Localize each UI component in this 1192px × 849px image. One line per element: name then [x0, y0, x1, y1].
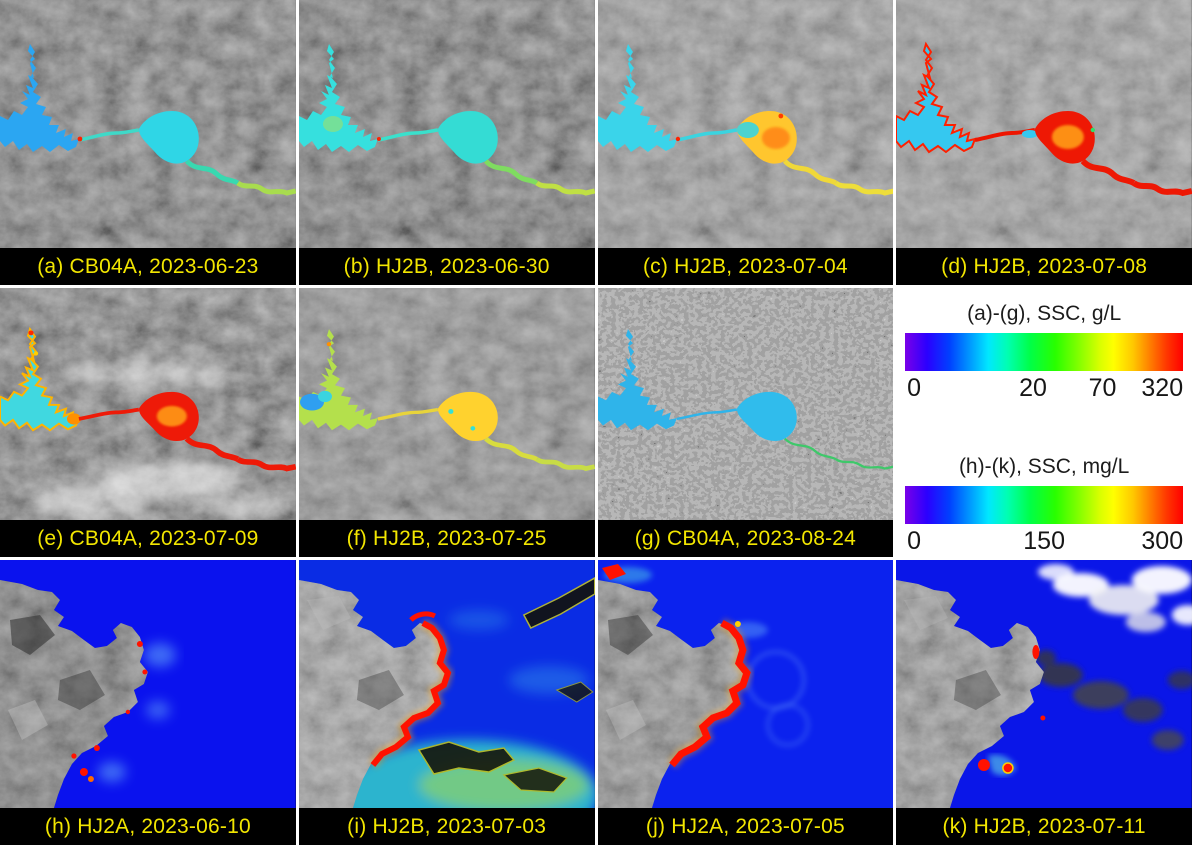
tick-label: 0	[907, 374, 922, 402]
tick-label: 300	[1141, 527, 1184, 555]
water-ssc-map	[298, 329, 595, 468]
tick-label: 150	[1023, 527, 1065, 555]
cloud-shadow-patches	[417, 577, 595, 793]
water-ssc-map	[597, 44, 894, 193]
legend-panel: (a)-(g), SSC, g/L 0 20 70 320 (h)-(k), S…	[896, 288, 1192, 557]
panel-caption-a: (a) CB04A, 2023-06-23	[0, 248, 296, 285]
satellite-image-k	[896, 560, 1192, 808]
sediment-plumes	[97, 643, 176, 782]
coastal-ssc-hotspots	[978, 645, 1046, 776]
dam-point	[77, 136, 83, 142]
legend-title-gl: (a)-(g), SSC, g/L	[967, 302, 1122, 325]
panel-caption-b: (b) HJ2B, 2023-06-30	[298, 248, 595, 285]
panel-f: (f) HJ2B, 2023-07-25	[298, 288, 595, 557]
panel-k: (k) HJ2B, 2023-07-11	[896, 560, 1192, 845]
panel-caption-i: (i) HJ2B, 2023-07-03	[298, 808, 595, 845]
panel-caption-e: (e) CB04A, 2023-07-09	[0, 520, 296, 557]
panel-j: (j) HJ2A, 2023-07-05	[597, 560, 894, 845]
panel-a: (a) CB04A, 2023-06-23	[0, 0, 296, 285]
panel-c: (c) HJ2B, 2023-07-04	[597, 0, 894, 285]
satellite-image-a	[0, 0, 296, 248]
tick-label: 0	[907, 527, 922, 555]
panel-b: (b) HJ2B, 2023-06-30	[298, 0, 595, 285]
legend-title-mgl: (h)-(k), SSC, mg/L	[958, 455, 1130, 478]
dam-point	[376, 137, 381, 141]
satellite-image-d	[896, 0, 1192, 248]
satellite-image-e	[0, 288, 296, 520]
tick-label: 70	[1088, 374, 1117, 402]
panel-g: (g) CB04A, 2023-08-24	[597, 288, 894, 557]
colorbar-gl	[905, 333, 1184, 371]
colorbar-mgl	[905, 486, 1184, 524]
tick-label: 320	[1141, 374, 1184, 402]
satellite-image-c	[597, 0, 894, 248]
water-ssc-map	[298, 44, 595, 193]
water-ssc-map	[0, 44, 296, 193]
colorbar-ticks-mgl: 0 150 300	[905, 526, 1183, 557]
clouds	[1038, 564, 1192, 632]
water-ssc-map	[896, 43, 1192, 193]
satellite-image-f	[298, 288, 595, 520]
panel-i: (i) HJ2B, 2023-07-03	[298, 560, 595, 845]
satellite-image-j	[597, 560, 894, 808]
panel-caption-c: (c) HJ2B, 2023-07-04	[597, 248, 894, 285]
panel-caption-g: (g) CB04A, 2023-08-24	[597, 520, 894, 557]
panel-caption-h: (h) HJ2A, 2023-06-10	[0, 808, 296, 845]
colorbar-ticks-gl: 0 20 70 320	[905, 373, 1183, 405]
coastal-ssc-band	[601, 564, 746, 765]
coastal-ssc-hotspots	[71, 641, 148, 782]
satellite-image-b	[298, 0, 595, 248]
panel-caption-k: (k) HJ2B, 2023-07-11	[896, 808, 1192, 845]
cloud-shadows	[1036, 650, 1192, 750]
legend-ssc-mgl: (h)-(k), SSC, mg/L 0 150 300	[904, 455, 1184, 557]
cloud-wisps	[29, 361, 295, 517]
tick-label: 20	[1019, 374, 1047, 402]
coastal-ssc-band	[373, 611, 448, 765]
panel-caption-d: (d) HJ2B, 2023-07-08	[896, 248, 1192, 285]
dam-point	[675, 136, 680, 142]
panel-caption-f: (f) HJ2B, 2023-07-25	[298, 520, 595, 557]
panel-d: (d) HJ2B, 2023-07-08	[896, 0, 1192, 285]
panel-e: (e) CB04A, 2023-07-09	[0, 288, 296, 557]
panel-h: (h) HJ2A, 2023-06-10	[0, 560, 296, 845]
water-ssc-map	[0, 328, 296, 468]
satellite-image-g	[597, 288, 894, 520]
legend-ssc-gl: (a)-(g), SSC, g/L 0 20 70 320	[904, 302, 1184, 405]
satellite-image-h	[0, 560, 296, 808]
panel-caption-j: (j) HJ2A, 2023-07-05	[597, 808, 894, 845]
satellite-image-i	[298, 560, 595, 808]
